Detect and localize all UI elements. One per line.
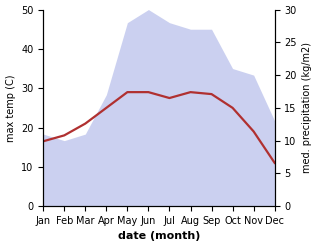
Y-axis label: max temp (C): max temp (C) <box>5 74 16 142</box>
Y-axis label: med. precipitation (kg/m2): med. precipitation (kg/m2) <box>302 42 313 173</box>
X-axis label: date (month): date (month) <box>118 231 200 242</box>
